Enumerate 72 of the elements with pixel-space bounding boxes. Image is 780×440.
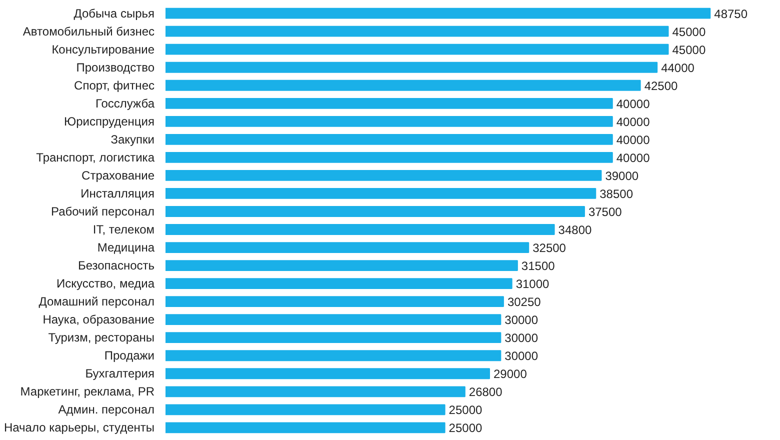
y-tick-label: Продажи [104, 348, 155, 363]
data-label: 30000 [504, 331, 538, 346]
y-tick-label: Госслужба [96, 96, 155, 110]
data-label: 34800 [558, 223, 592, 238]
bar [166, 224, 555, 235]
data-label: 45000 [672, 24, 706, 39]
data-label: 25000 [448, 403, 482, 418]
bar [166, 260, 518, 271]
y-tick-label: Бухгалтерия [85, 366, 154, 381]
y-tick-label: Страхование [82, 168, 155, 182]
y-tick-label: Искусство, медиа [56, 276, 155, 291]
bar [166, 170, 602, 181]
bar [166, 134, 613, 145]
bar [166, 206, 585, 217]
bar [166, 44, 669, 55]
y-tick-label: Домашний персонал [38, 294, 154, 309]
data-label: 30000 [504, 349, 538, 364]
bar [166, 404, 446, 416]
bar [166, 26, 669, 37]
bar [166, 314, 502, 326]
bar [166, 152, 613, 163]
y-tick-label: Закупки [110, 132, 155, 146]
data-label: 31500 [521, 259, 556, 274]
data-label: 26800 [468, 385, 503, 400]
data-label: 30250 [507, 295, 542, 310]
data-label: 29000 [493, 367, 528, 382]
bar [166, 332, 502, 344]
bar [166, 116, 613, 127]
y-tick-label: Туризм, рестораны [48, 330, 155, 345]
y-tick-label: Рабочий персонал [50, 204, 155, 218]
data-label: 38500 [600, 186, 634, 201]
y-tick-label: IT, телеком [92, 222, 154, 237]
data-label: 40000 [616, 96, 650, 111]
bar [166, 242, 530, 253]
bar [166, 8, 711, 19]
data-label: 31000 [516, 277, 550, 292]
bar [166, 278, 512, 290]
bar [166, 368, 490, 380]
data-label: 39000 [605, 168, 639, 183]
y-tick-label: Производство [76, 60, 155, 74]
y-tick-label: Медицина [97, 240, 155, 255]
data-label: 32500 [532, 241, 566, 256]
bar [166, 98, 613, 109]
data-label: 48750 [714, 6, 748, 21]
y-tick-label: Безопасность [78, 258, 154, 273]
data-label: 44000 [661, 60, 695, 75]
data-label: 40000 [616, 132, 650, 147]
y-tick-label: Инсталляция [80, 186, 155, 200]
y-tick-label: Начало карьеры, студенты [4, 420, 155, 435]
y-tick-label: Автомобильный бизнес [22, 24, 155, 38]
bar [166, 350, 502, 362]
bar [166, 80, 641, 91]
y-tick-label: Спорт, фитнес [74, 78, 155, 92]
data-label: 37500 [588, 204, 622, 219]
y-tick-label: Добыча сырья [74, 6, 155, 20]
y-tick-label: Админ. персонал [58, 402, 155, 417]
data-label: 25000 [448, 421, 482, 436]
data-label: 40000 [616, 150, 650, 165]
y-tick-label: Юриспруденция [64, 114, 154, 128]
data-label: 42500 [644, 78, 678, 93]
bar [166, 296, 504, 308]
bar [166, 386, 466, 398]
y-tick-label: Маркетинг, реклама, PR [20, 384, 155, 399]
y-tick-label: Консультирование [52, 42, 155, 56]
data-label: 45000 [672, 42, 706, 57]
bar [166, 62, 658, 73]
data-label: 30000 [504, 313, 538, 328]
y-tick-label: Транспорт, логистика [36, 150, 155, 164]
bar [166, 422, 446, 434]
data-label: 40000 [616, 114, 650, 129]
bar [166, 188, 596, 199]
y-tick-label: Наука, образование [42, 312, 155, 327]
